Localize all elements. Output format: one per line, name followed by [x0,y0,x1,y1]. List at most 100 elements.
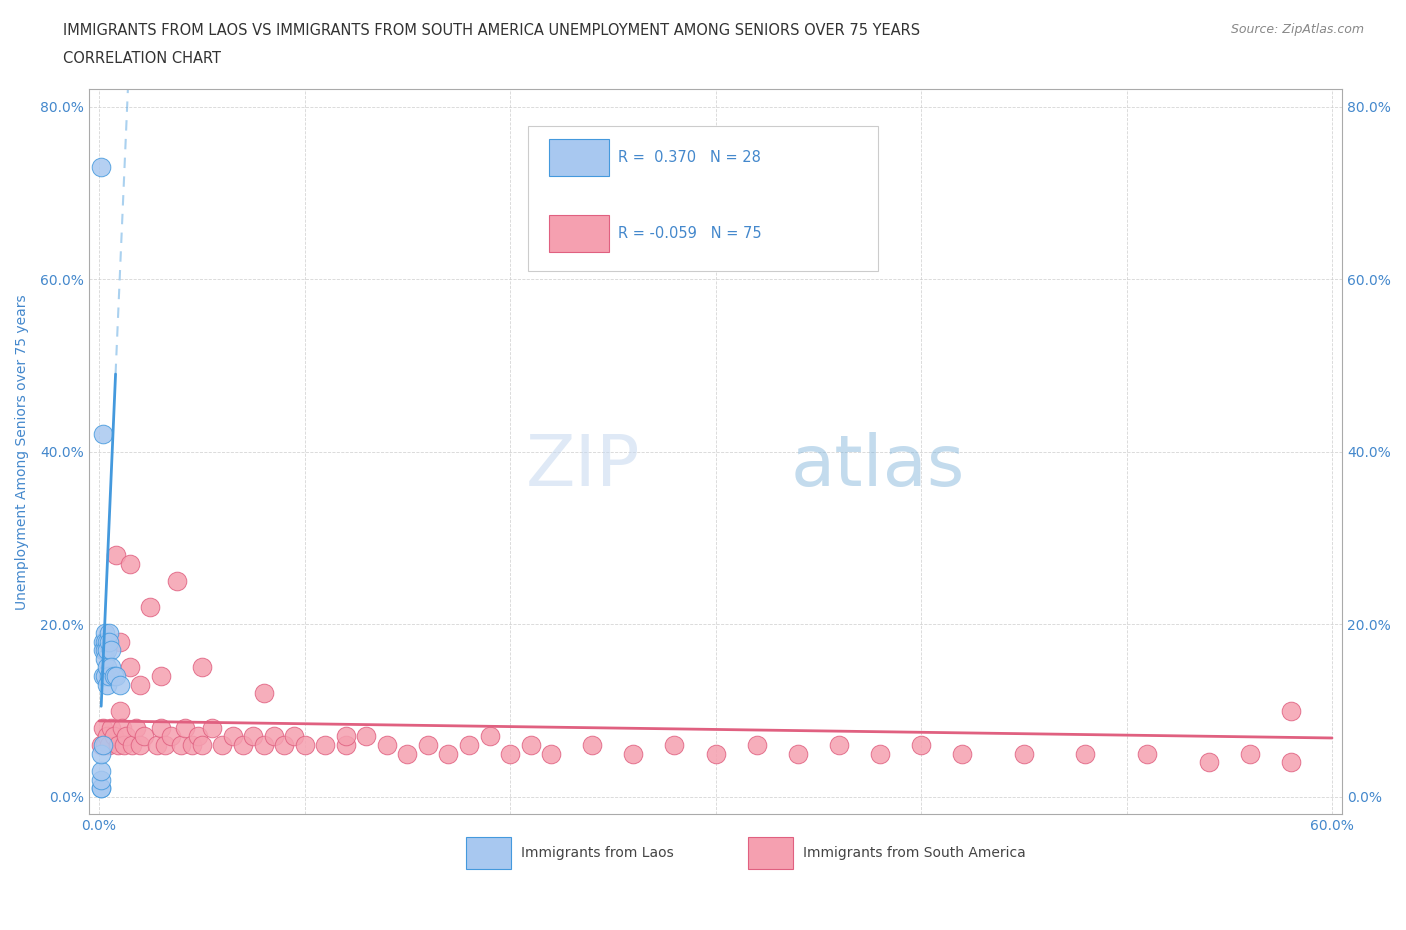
Point [94,651,117,666]
Point [437,746,460,761]
Point [191,737,214,752]
Point [252,685,274,700]
Point [396,746,419,761]
Text: atlas: atlas [790,432,965,500]
Point [90,160,112,175]
Point [869,746,891,761]
Point [98,634,121,649]
FancyBboxPatch shape [548,215,609,252]
Point [94,634,117,649]
Point [519,737,541,752]
Point [107,737,129,752]
Point [478,729,501,744]
Point [211,737,233,752]
Text: R = -0.059   N = 75: R = -0.059 N = 75 [617,226,762,241]
Point [1198,755,1220,770]
Text: IMMIGRANTS FROM LAOS VS IMMIGRANTS FROM SOUTH AMERICA UNEMPLOYMENT AMONG SENIORS: IMMIGRANTS FROM LAOS VS IMMIGRANTS FROM … [63,23,921,38]
Point [98,669,121,684]
Point [283,729,305,744]
Point [118,660,141,675]
Point [90,781,112,796]
Point [252,737,274,752]
Point [1279,703,1302,718]
Point [174,721,197,736]
Point [232,737,254,752]
Point [1074,746,1097,761]
Point [221,729,243,744]
Point [139,600,162,615]
Point [96,729,118,744]
Text: Immigrants from South America: Immigrants from South America [803,846,1026,860]
Text: R =  0.370   N = 28: R = 0.370 N = 28 [617,150,761,165]
Text: CORRELATION CHART: CORRELATION CHART [63,51,221,66]
Point [121,737,143,752]
FancyBboxPatch shape [527,126,879,271]
Point [96,634,118,649]
Point [118,556,141,571]
Point [180,737,202,752]
Point [540,746,562,761]
Point [96,643,118,658]
Point [96,677,118,692]
Point [100,721,122,736]
Point [94,737,117,752]
Point [166,574,188,589]
Point [375,737,398,752]
Point [108,703,131,718]
Point [98,737,121,752]
Point [273,737,295,752]
Point [581,737,603,752]
Point [621,746,644,761]
Point [416,737,439,752]
Point [91,737,114,752]
Point [129,677,152,692]
Point [90,764,112,778]
Point [201,721,224,736]
Point [91,427,114,442]
FancyBboxPatch shape [467,837,512,870]
Point [98,626,121,641]
Point [90,781,112,796]
Point [664,737,686,752]
Point [91,669,114,684]
Point [104,548,127,563]
Point [90,746,112,761]
Point [1279,755,1302,770]
Point [335,737,357,752]
Point [149,721,172,736]
Point [100,660,122,675]
Text: ZIP: ZIP [526,432,640,500]
Point [263,729,285,744]
Point [94,669,117,684]
Point [114,729,136,744]
Point [1136,746,1159,761]
Point [112,737,135,752]
Point [242,729,264,744]
Point [191,660,214,675]
Point [90,737,112,752]
Point [170,737,193,752]
Point [745,737,768,752]
Y-axis label: Unemployment Among Seniors over 75 years: Unemployment Among Seniors over 75 years [15,294,30,609]
Point [314,737,336,752]
Point [90,772,112,787]
Point [111,721,134,736]
Point [704,746,727,761]
Point [108,634,131,649]
Point [91,643,114,658]
Point [160,729,183,744]
Point [950,746,973,761]
Point [786,746,808,761]
Point [108,677,131,692]
FancyBboxPatch shape [548,139,609,177]
Text: Source: ZipAtlas.com: Source: ZipAtlas.com [1230,23,1364,36]
Point [96,660,118,675]
Point [294,737,316,752]
Point [103,669,125,684]
Point [94,626,117,641]
Point [335,729,357,744]
Point [828,737,851,752]
Point [91,634,114,649]
Point [104,669,127,684]
Point [187,729,209,744]
